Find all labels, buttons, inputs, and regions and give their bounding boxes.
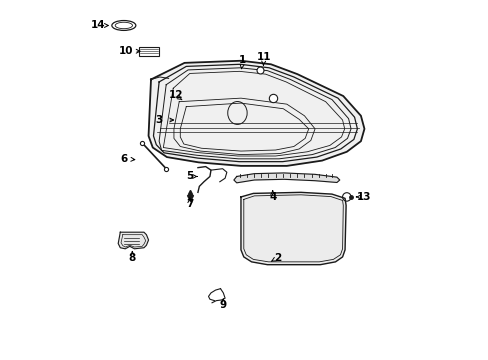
Text: 5: 5 — [186, 171, 193, 181]
Polygon shape — [233, 173, 339, 183]
Polygon shape — [241, 192, 346, 265]
Text: 14: 14 — [91, 21, 105, 31]
Text: 9: 9 — [219, 300, 226, 310]
Polygon shape — [148, 61, 364, 166]
Text: 8: 8 — [128, 253, 136, 262]
Text: 4: 4 — [268, 192, 276, 202]
Polygon shape — [118, 232, 148, 249]
Text: 3: 3 — [155, 115, 163, 125]
Text: 13: 13 — [356, 192, 371, 202]
Bar — [139, 47, 159, 56]
Text: 6: 6 — [120, 154, 127, 164]
Text: 2: 2 — [274, 253, 281, 262]
Text: 12: 12 — [168, 90, 183, 100]
Text: 7: 7 — [186, 199, 193, 209]
Text: 1: 1 — [239, 55, 246, 65]
Text: 11: 11 — [256, 51, 271, 62]
Text: 10: 10 — [119, 46, 133, 56]
